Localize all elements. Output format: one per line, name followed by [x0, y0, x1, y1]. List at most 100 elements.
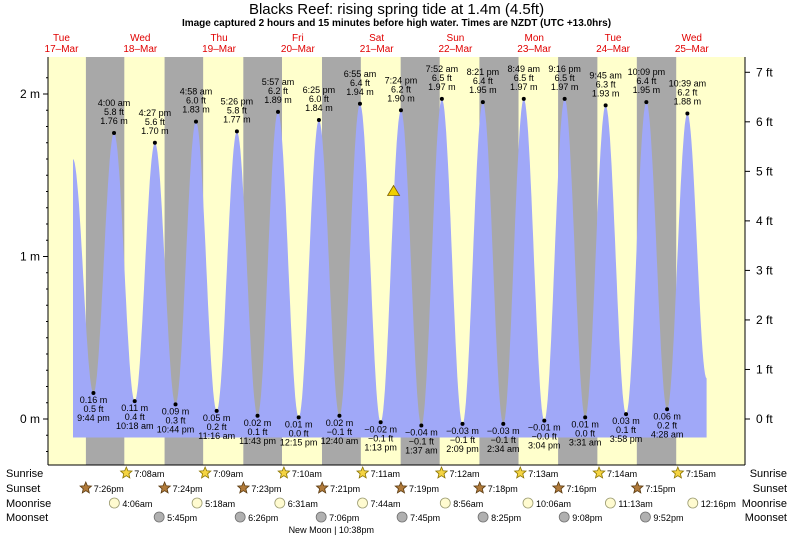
- left-tick-label: 0 m: [20, 412, 40, 426]
- low-tide-time: 1:37 am: [405, 446, 438, 456]
- sunset-time: 7:26pm: [94, 484, 124, 494]
- low-tide-time: 3:31 am: [569, 437, 602, 447]
- low-tide-metres: 0.11 m: [121, 403, 148, 413]
- moonset-icon: [234, 511, 246, 523]
- high-tide-point: [685, 111, 690, 116]
- low-tide-time: 11:43 pm: [239, 436, 276, 446]
- high-tide-time: 8:21 pm: [467, 67, 500, 77]
- sunrise-icon: [356, 465, 370, 479]
- moonrise-row-label: Moonrise: [6, 498, 51, 510]
- low-tide-feet: 0.2 ft: [207, 422, 228, 432]
- low-tide-point: [378, 420, 383, 425]
- right-tick-label: 0 ft: [756, 412, 773, 426]
- moonrise-time: 10:06am: [536, 499, 571, 509]
- sunrise-icon: [434, 465, 449, 479]
- right-tick-label: 5 ft: [756, 164, 773, 178]
- day-date: 25–Mar: [675, 44, 710, 55]
- moonset-row-label-right: Moonset: [745, 512, 787, 524]
- low-tide-feet: −0.0 ft: [532, 432, 558, 442]
- high-tide-metres: 1.70 m: [141, 126, 169, 136]
- high-tide-point: [603, 103, 608, 108]
- low-tide-feet: 0.2 ft: [657, 420, 678, 430]
- low-tide-point: [501, 421, 506, 426]
- day-date: 17–Mar: [45, 44, 80, 55]
- moonset-time: 8:25pm: [491, 513, 521, 523]
- moonset-time: 6:26pm: [248, 513, 278, 523]
- moonrise-time: 12:16pm: [701, 499, 736, 509]
- day-name: Sun: [447, 33, 465, 44]
- left-tick-label: 2 m: [20, 87, 40, 101]
- sunrise-time: 7:13am: [528, 469, 558, 479]
- sunrise-time: 7:15am: [686, 469, 716, 479]
- high-tide-time: 10:09 pm: [628, 67, 666, 77]
- sunrise-time: 7:11am: [371, 469, 400, 479]
- high-tide-feet: 6.0 ft: [186, 96, 207, 106]
- low-tide-point: [665, 407, 670, 412]
- day-date: 24–Mar: [596, 44, 631, 55]
- high-tide-metres: 1.84 m: [305, 103, 333, 113]
- low-tide-feet: −0.1 ft: [491, 435, 517, 445]
- day-name: Wed: [130, 33, 150, 44]
- high-tide-point: [357, 101, 362, 106]
- sunrise-icon: [119, 465, 133, 479]
- moonrise-icon: [108, 497, 120, 509]
- high-tide-metres: 1.94 m: [346, 87, 374, 97]
- high-tide-time: 9:45 am: [589, 70, 622, 80]
- sunrise-icon: [592, 465, 606, 479]
- right-tick-label: 7 ft: [756, 65, 773, 79]
- low-tide-point: [132, 399, 137, 404]
- low-tide-point: [337, 413, 342, 418]
- high-tide-time: 4:00 am: [98, 98, 131, 108]
- high-tide-point: [562, 96, 567, 101]
- moonset-time: 9:08pm: [572, 513, 602, 523]
- sunrise-time: 7:10am: [292, 469, 322, 479]
- high-tide-point: [316, 118, 321, 122]
- high-tide-metres: 1.95 m: [633, 85, 661, 95]
- high-tide-metres: 1.83 m: [182, 105, 210, 115]
- sunset-row-label: Sunset: [6, 483, 40, 495]
- moonset-row-label: Moonset: [6, 512, 48, 524]
- sunrise-row-label-right: Sunrise: [750, 468, 787, 480]
- high-tide-metres: 1.89 m: [264, 95, 292, 105]
- sunrise-icon: [198, 465, 212, 479]
- sunset-time: 7:15pm: [645, 484, 675, 494]
- moonrise-icon: [522, 497, 534, 509]
- high-tide-time: 9:16 pm: [548, 64, 581, 74]
- sunrise-icon: [671, 465, 685, 479]
- day-name: Wed: [682, 33, 702, 44]
- low-tide-point: [296, 415, 301, 420]
- high-tide-time: 7:52 am: [426, 64, 459, 74]
- sunset-icon: [472, 480, 487, 494]
- high-tide-feet: 6.4 ft: [636, 76, 657, 86]
- low-tide-time: 9:44 pm: [77, 413, 110, 423]
- chart-title: Blacks Reef: rising spring tide at 1.4m …: [248, 1, 545, 18]
- sunrise-time: 7:09am: [213, 469, 243, 479]
- low-tide-time: 10:18 am: [116, 421, 154, 431]
- high-tide-feet: 6.5 ft: [555, 73, 576, 83]
- high-tide-feet: 5.6 ft: [145, 117, 166, 127]
- sunset-time: 7:19pm: [409, 484, 439, 494]
- high-tide-point: [112, 131, 117, 135]
- high-tide-metres: 1.76 m: [100, 116, 128, 126]
- high-tide-feet: 6.3 ft: [596, 79, 617, 89]
- low-tide-time: 3:58 pm: [610, 434, 643, 444]
- sunset-icon: [551, 480, 566, 494]
- high-tide-metres: 1.90 m: [387, 93, 415, 103]
- tide-area: [73, 98, 707, 438]
- high-tide-point: [398, 108, 403, 113]
- low-tide-metres: 0.06 m: [653, 411, 681, 421]
- low-tide-metres: 0.01 m: [571, 419, 599, 429]
- high-tide-metres: 1.95 m: [469, 85, 497, 95]
- low-tide-time: 1:13 pm: [364, 442, 397, 452]
- moonrise-icon: [439, 497, 451, 509]
- low-tide-time: 12:40 am: [321, 436, 359, 446]
- high-tide-time: 7:24 pm: [385, 75, 418, 85]
- moonrise-time: 6:31am: [288, 499, 318, 509]
- current-tide-marker: [386, 184, 401, 196]
- moonrise-time: 4:06am: [122, 499, 152, 509]
- moonset-icon: [558, 511, 570, 523]
- low-tide-feet: 0.5 ft: [83, 404, 104, 414]
- low-tide-metres: 0.03 m: [612, 416, 640, 426]
- high-tide-feet: 6.2 ft: [268, 86, 289, 96]
